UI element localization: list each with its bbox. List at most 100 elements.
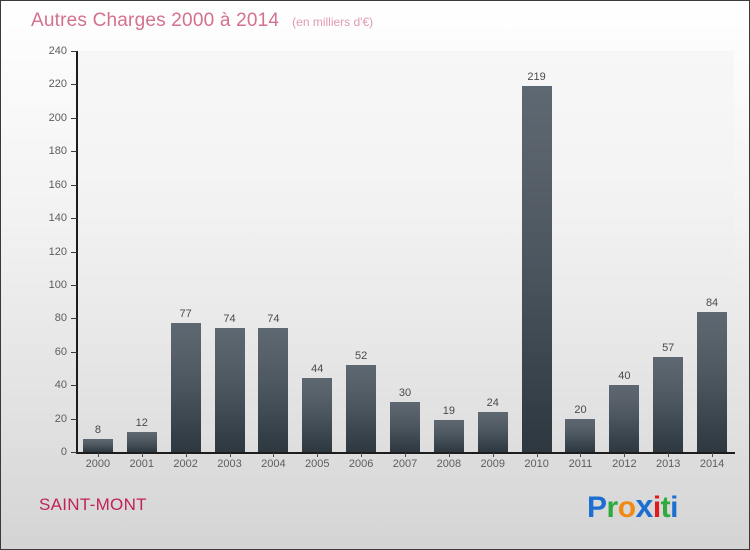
x-axis-tick: [668, 453, 670, 457]
bar-value-label: 20: [574, 403, 587, 416]
y-axis-tick-label: 80: [54, 312, 67, 325]
logo-letter: x: [635, 488, 654, 524]
bar-value-label: 40: [618, 370, 631, 383]
y-axis-tick: [71, 184, 77, 186]
logo-letter: P: [587, 491, 607, 524]
y-axis-tick-label: 220: [48, 78, 67, 91]
logo-letter: o: [617, 491, 636, 524]
x-axis-tick-label: 2008: [436, 458, 462, 470]
x-axis-tick: [273, 453, 275, 457]
x-axis-tick: [448, 453, 450, 457]
x-axis-tick: [317, 453, 319, 457]
x-axis-tick-label: 2011: [568, 458, 593, 470]
x-axis-tick: [185, 453, 187, 457]
bar-value-label: 57: [662, 341, 675, 354]
x-axis-tick: [624, 453, 626, 457]
y-axis-tick-label: 60: [54, 345, 67, 358]
bar[interactable]: [565, 418, 596, 452]
y-axis-tick: [71, 151, 77, 153]
proxiti-logo[interactable]: Proxiti: [587, 488, 679, 524]
x-axis-tick-label: 2000: [85, 458, 111, 470]
bar[interactable]: [390, 401, 420, 452]
bar[interactable]: [126, 431, 157, 452]
page-title: Autres Charges 2000 à 2014: [31, 10, 280, 31]
y-axis-tick: [71, 385, 77, 387]
chart-subtitle: (en milliers d'€): [292, 15, 374, 29]
y-axis-tick-label: 200: [48, 111, 67, 124]
bar-column[interactable]: 74: [214, 51, 245, 452]
x-axis-tick: [405, 453, 406, 457]
bar-column[interactable]: 77: [170, 51, 201, 452]
x-axis-tick-label: 2005: [305, 458, 330, 470]
bar-value-label: 30: [398, 386, 412, 399]
bar[interactable]: [346, 365, 377, 452]
bar[interactable]: [433, 420, 464, 452]
bar-column[interactable]: 219: [521, 51, 552, 452]
bar[interactable]: [214, 328, 245, 452]
bar[interactable]: [302, 378, 333, 452]
x-axis-tick-label: 2003: [217, 458, 242, 470]
y-axis-tick-label: 20: [54, 412, 67, 425]
logo-letter: t: [660, 491, 671, 524]
bar[interactable]: [521, 86, 552, 452]
y-axis-tick: [71, 284, 77, 286]
x-axis-tick: [492, 453, 494, 457]
x-axis-tick: [361, 453, 363, 457]
y-axis-tick-label: 100: [48, 278, 67, 291]
y-axis-tick: [71, 318, 77, 320]
y-axis-tick: [71, 251, 77, 253]
bar-column[interactable]: 74: [258, 51, 289, 452]
y-axis-tick-label: 120: [48, 245, 67, 258]
bar-value-label: 52: [355, 350, 368, 363]
y-axis-tick: [71, 218, 77, 220]
x-axis-tick-label: 2010: [524, 458, 549, 470]
bar-value-label: 24: [486, 396, 499, 409]
bars-layer: 8 12 77 74 74 44 52 30 19 24 219 20 40 57 84: [76, 51, 734, 452]
bar-value-label: 8: [94, 423, 101, 436]
bar-column[interactable]: 20: [565, 51, 596, 452]
bar[interactable]: [82, 438, 113, 452]
bar-column[interactable]: 52: [346, 51, 377, 452]
logo-letter: r: [606, 491, 619, 524]
logo-letter: i: [652, 491, 661, 524]
y-axis-tick: [71, 84, 77, 86]
bar-value-label: 12: [135, 416, 148, 429]
bar[interactable]: [653, 356, 684, 452]
y-axis-line: [76, 51, 78, 453]
bar-column[interactable]: 8: [82, 51, 113, 452]
bar[interactable]: [697, 311, 728, 452]
x-axis-tick-label: 2009: [480, 458, 505, 470]
bar[interactable]: [609, 385, 640, 452]
bar-value-label: 77: [179, 308, 192, 321]
bar-column[interactable]: 30: [390, 51, 420, 452]
bar-column[interactable]: 44: [302, 51, 333, 452]
x-axis-tick-label: 2013: [655, 458, 681, 470]
y-axis-tick-label: 0: [60, 446, 67, 458]
y-axis-tick: [71, 117, 77, 119]
x-axis-tick-label: 2007: [392, 458, 418, 470]
bar[interactable]: [258, 328, 289, 452]
x-axis-tick: [141, 453, 143, 457]
x-axis-tick-label: 2006: [348, 458, 374, 470]
bar-column[interactable]: 84: [697, 51, 728, 452]
x-axis-tick-label: 2001: [129, 458, 155, 470]
bar[interactable]: [170, 323, 201, 452]
entity-name-label: SAINT-MONT: [39, 495, 147, 514]
bar-value-label: 74: [223, 313, 236, 326]
y-axis-tick: [71, 418, 77, 420]
x-axis-labels: 2000 2001 2002 2003 2004 2005 2006 2007 2008 2009…: [76, 453, 734, 476]
chart-header: Autres Charges 2000 à 2014 (en milliers …: [31, 10, 373, 32]
bar-value-label: 84: [705, 296, 719, 309]
bar-column[interactable]: 57: [653, 51, 684, 452]
bar-column[interactable]: 12: [126, 51, 157, 452]
bar-column[interactable]: 24: [477, 51, 508, 452]
x-axis-tick: [712, 453, 714, 457]
bar-column[interactable]: 19: [433, 51, 464, 452]
y-axis-tick-label: 140: [48, 212, 67, 225]
bar[interactable]: [477, 411, 508, 452]
y-axis-tick: [71, 351, 77, 353]
bar-column[interactable]: 40: [609, 51, 640, 452]
x-axis-tick-label: 2014: [699, 458, 725, 470]
y-axis-tick-label: 180: [48, 145, 67, 158]
